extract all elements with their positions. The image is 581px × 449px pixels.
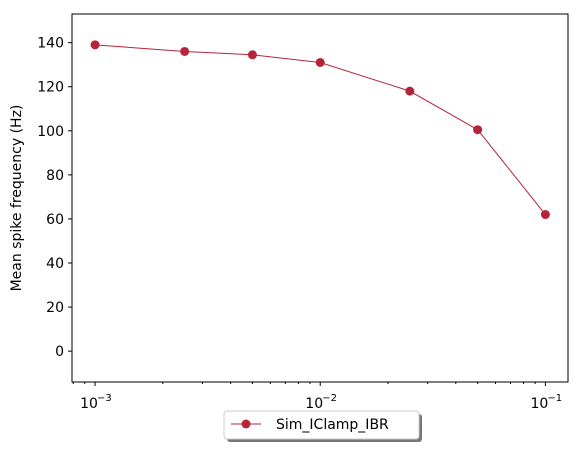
- x-tick-base: 10: [80, 396, 98, 412]
- data-point: [90, 40, 100, 50]
- data-point: [540, 210, 550, 220]
- legend-entry-label: Sim_IClamp_IBR: [276, 417, 389, 433]
- data-point: [180, 46, 190, 56]
- data-point: [315, 57, 325, 67]
- legend-marker-swatch: [241, 419, 251, 429]
- x-tick-exponent: −2: [322, 393, 337, 404]
- y-tick-label: 100: [37, 124, 64, 140]
- x-tick-label: 10 −1: [530, 393, 562, 412]
- y-axis-ticks: 0 20 40 60 80 100 120 140: [37, 36, 72, 360]
- plot-frame: [71, 13, 569, 383]
- x-tick-exponent: −1: [547, 393, 562, 404]
- y-tick-label: 120: [37, 80, 64, 96]
- data-point: [473, 125, 483, 135]
- x-tick-base: 10: [305, 396, 323, 412]
- x-tick-base: 10: [530, 396, 548, 412]
- x-tick-label: 10 −3: [80, 393, 112, 412]
- legend: Sim_IClamp_IBR: [223, 410, 422, 442]
- y-tick-label: 140: [37, 36, 64, 52]
- y-tick-label: 20: [46, 300, 64, 316]
- x-tick-label: 10 −2: [305, 393, 337, 412]
- x-tick-exponent: −3: [97, 393, 112, 404]
- y-tick-label: 0: [55, 344, 64, 360]
- y-axis-label: Mean spike frequency (Hz): [9, 105, 25, 292]
- series-layer: [90, 40, 550, 220]
- y-tick-label: 40: [46, 256, 64, 272]
- data-point: [405, 86, 415, 96]
- y-tick-label: 80: [46, 168, 64, 184]
- legend-box: [223, 410, 420, 440]
- y-tick-label: 60: [46, 212, 64, 228]
- x-axis-ticks: 10 −3 10 −2 10 −1: [72, 382, 562, 412]
- data-point: [247, 50, 257, 60]
